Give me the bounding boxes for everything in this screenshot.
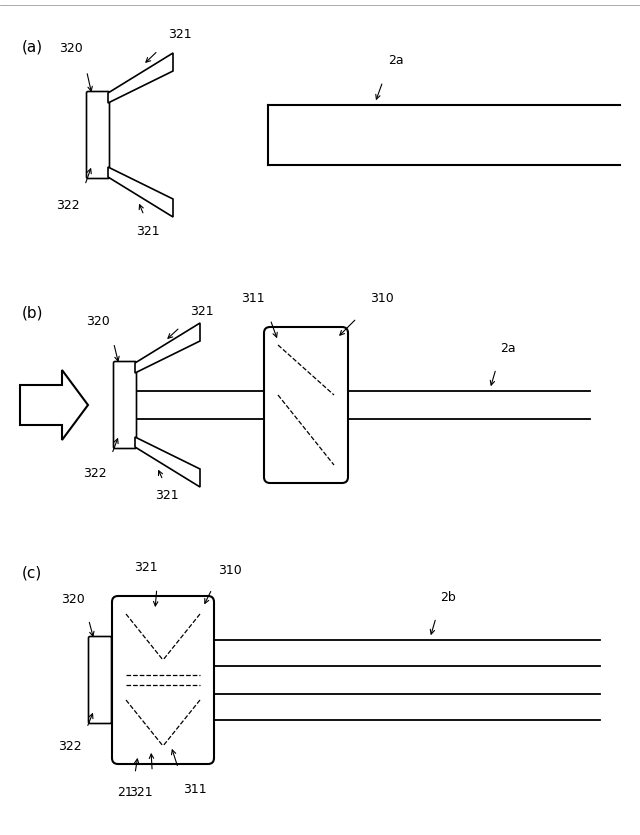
FancyBboxPatch shape [88, 636, 111, 723]
Polygon shape [108, 167, 173, 217]
FancyBboxPatch shape [112, 596, 214, 764]
Text: 311: 311 [241, 292, 265, 305]
Text: 310: 310 [218, 564, 242, 577]
Text: 321: 321 [190, 305, 214, 318]
Text: 311: 311 [183, 783, 207, 796]
FancyBboxPatch shape [86, 92, 109, 179]
Text: (c): (c) [22, 565, 42, 580]
Text: 320: 320 [86, 315, 110, 328]
Polygon shape [108, 53, 173, 103]
FancyBboxPatch shape [264, 327, 348, 483]
Text: 2b: 2b [440, 591, 456, 604]
Text: 320: 320 [60, 42, 83, 55]
Text: 2a: 2a [500, 342, 516, 355]
Text: 321: 321 [134, 561, 158, 574]
Text: 2a: 2a [388, 54, 404, 67]
Text: 21: 21 [117, 786, 133, 799]
Polygon shape [20, 370, 88, 440]
Polygon shape [135, 323, 200, 373]
Text: 321: 321 [168, 28, 191, 41]
Text: 321: 321 [136, 225, 160, 238]
Text: 322: 322 [58, 740, 82, 753]
Text: 321: 321 [155, 489, 179, 502]
Text: 322: 322 [56, 199, 80, 212]
Text: 320: 320 [61, 593, 85, 606]
Text: (b): (b) [22, 305, 44, 320]
Text: 321: 321 [129, 786, 153, 799]
Text: 322: 322 [83, 467, 107, 480]
FancyBboxPatch shape [113, 362, 136, 448]
Text: (a): (a) [22, 40, 43, 55]
Text: 310: 310 [370, 292, 394, 305]
Polygon shape [135, 437, 200, 487]
